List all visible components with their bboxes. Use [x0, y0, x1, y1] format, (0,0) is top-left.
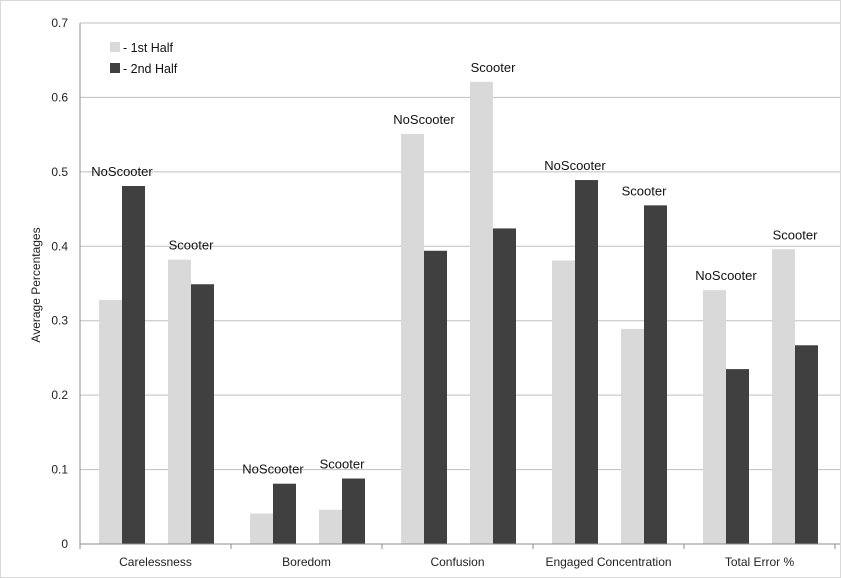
bar-scooter-1st-half — [470, 81, 493, 544]
labels: NoScooter Scooter NoScooter Scooter NoScoote… — [91, 60, 818, 477]
y-tick-label: 0.1 — [51, 463, 68, 477]
group-label-scooter: Scooter — [169, 238, 214, 253]
legend-label-1st-half: - 1st Half — [123, 41, 174, 55]
bar-scooter-2nd-half — [644, 205, 667, 544]
group-label-noscooter: NoScooter — [695, 268, 757, 283]
group-label-scooter: Scooter — [773, 227, 818, 242]
legend: - 1st Half - 2nd Half — [110, 41, 178, 76]
bar-noscooter-2nd-half — [726, 369, 749, 544]
bar-scooter-2nd-half — [795, 345, 818, 544]
axes: 0 0.1 0.2 0.3 0.4 0.5 0.6 0.7 Carelessness Boredo… — [51, 16, 840, 569]
y-tick-label: 0.5 — [51, 165, 68, 179]
bar-noscooter-1st-half — [552, 260, 575, 544]
bar-noscooter-1st-half — [703, 290, 726, 544]
legend-swatch-1st-half — [110, 42, 120, 52]
bar-noscooter-2nd-half — [273, 483, 296, 544]
group-label-noscooter: NoScooter — [91, 164, 153, 179]
y-axis-title: Average Percentages — [29, 227, 43, 342]
bar-noscooter-2nd-half — [424, 250, 447, 544]
bar-scooter-2nd-half — [342, 478, 365, 544]
bar-scooter-2nd-half — [191, 284, 214, 544]
bar-scooter-1st-half — [319, 509, 342, 544]
group-label-noscooter: NoScooter — [393, 112, 455, 127]
y-tick-label: 0.2 — [51, 388, 68, 402]
legend-label-2nd-half: - 2nd Half — [123, 62, 178, 76]
group-label-scooter: Scooter — [320, 457, 365, 472]
bar-noscooter-2nd-half — [122, 185, 145, 544]
bar-scooter-2nd-half — [493, 228, 516, 544]
y-tick-label: 0.7 — [51, 16, 68, 30]
bar-scooter-1st-half — [168, 259, 191, 544]
group-label-scooter: Scooter — [471, 60, 516, 75]
y-tick-label: 0.4 — [51, 239, 68, 253]
bars — [99, 81, 818, 545]
bar-scooter-1st-half — [772, 249, 795, 544]
x-category-label: Confusion — [430, 555, 484, 569]
legend-swatch-2nd-half — [110, 63, 120, 73]
x-category-label: Carelessness — [119, 555, 192, 569]
bar-noscooter-1st-half — [99, 299, 122, 544]
x-category-label: Engaged Concentration — [545, 555, 671, 569]
y-tick-label: 0 — [61, 537, 68, 551]
x-category-label: Boredom — [282, 555, 331, 569]
y-tick-label: 0.6 — [51, 90, 68, 104]
group-label-scooter: Scooter — [622, 183, 667, 198]
bar-noscooter-1st-half — [250, 513, 273, 544]
bar-noscooter-2nd-half — [575, 180, 598, 544]
group-label-noscooter: NoScooter — [242, 462, 304, 477]
x-category-label: Total Error % — [725, 555, 795, 569]
group-label-noscooter: NoScooter — [544, 158, 606, 173]
y-tick-label: 0.3 — [51, 314, 68, 328]
bar-noscooter-1st-half — [401, 133, 424, 545]
bar-scooter-1st-half — [621, 328, 644, 544]
